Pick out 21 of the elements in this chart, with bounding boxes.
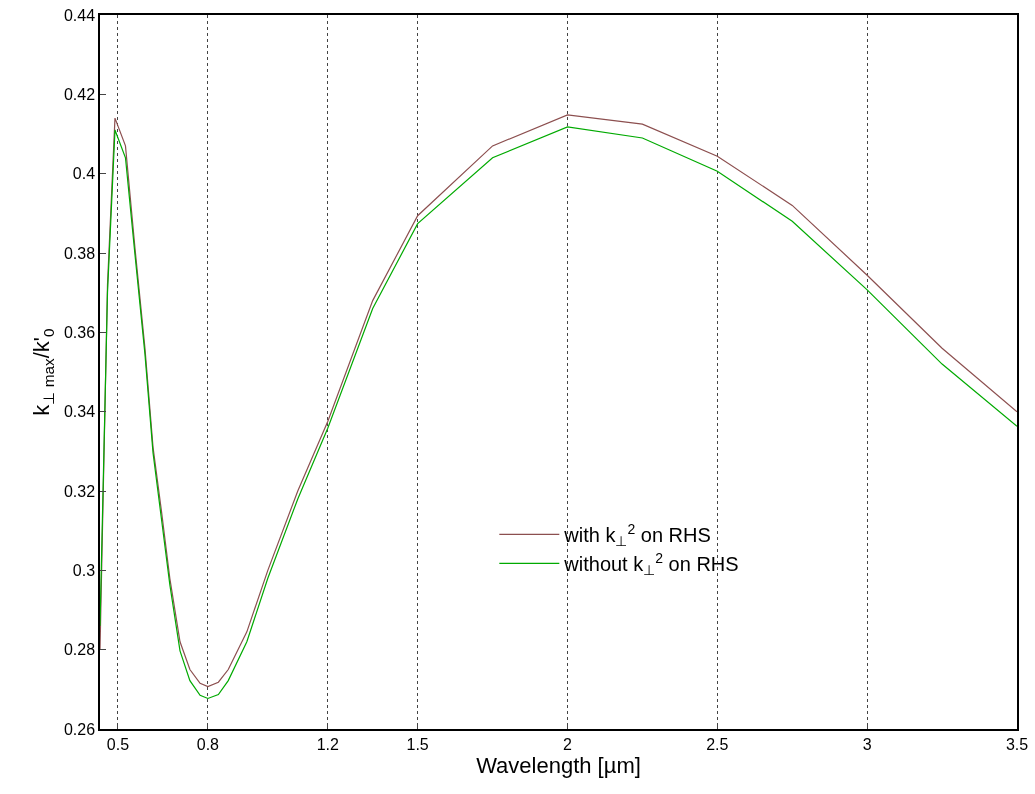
- y-tick-label: 0.42: [63, 85, 96, 103]
- legend-label: without k$_{⊥}$$^{2}$ on RHS: [563, 549, 739, 579]
- y-tick-label: 0.34: [63, 403, 96, 421]
- x-tick-label: 2: [563, 735, 573, 753]
- y-tick-label: 0.28: [63, 641, 96, 659]
- y-tick-label: 0.4: [72, 165, 96, 183]
- y-tick-label: 0.26: [63, 720, 96, 738]
- x-tick-label: 3: [862, 735, 872, 753]
- y-tick-label: 0.38: [63, 244, 96, 262]
- x-tick-label: 1.2: [316, 735, 339, 753]
- y-tick-label: 0.32: [63, 482, 96, 500]
- y-tick-label: 0.44: [63, 6, 96, 24]
- x-tick-label: 0.5: [106, 735, 130, 753]
- x-tick-label: 3.5: [1005, 735, 1029, 753]
- legend-label: with k$_{⊥}$$^{2}$ on RHS: [563, 520, 711, 550]
- y-tick-label: 0.3: [72, 561, 96, 579]
- x-tick-label: 0.8: [196, 735, 220, 753]
- x-tick-label: 2.5: [706, 735, 729, 753]
- x-axis-title: Wavelength [µm]: [476, 752, 641, 778]
- y-tick-label: 0.36: [63, 323, 96, 341]
- x-tick-label: 1.5: [406, 735, 429, 753]
